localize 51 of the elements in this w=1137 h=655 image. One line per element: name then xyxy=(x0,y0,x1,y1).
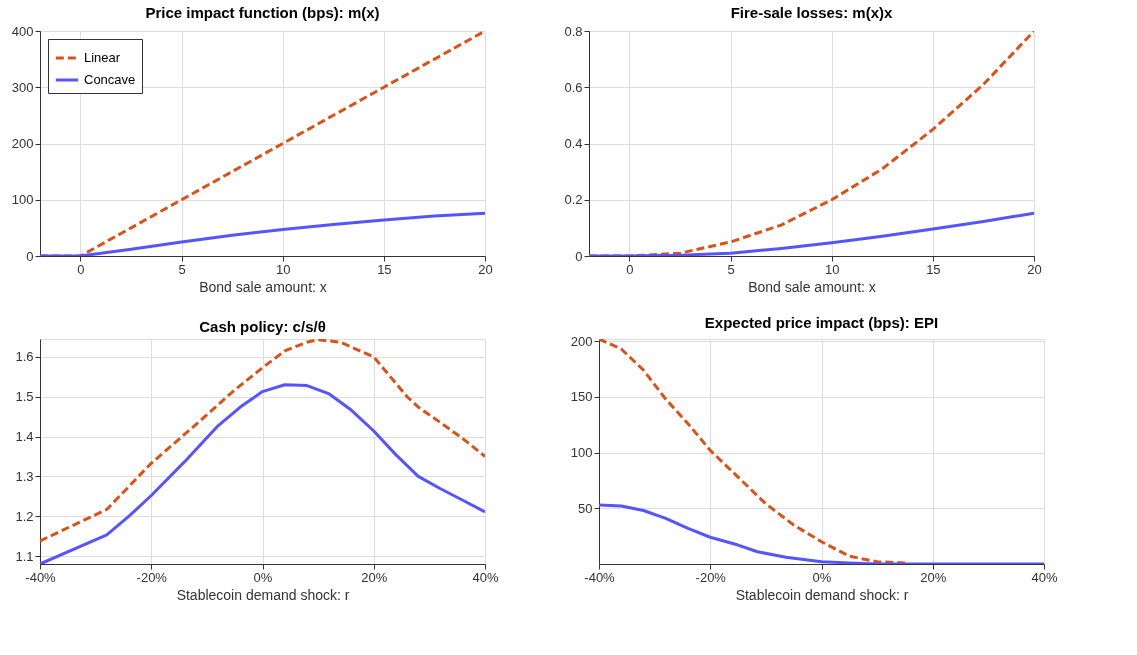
chart-title: Cash policy: c/s/θ xyxy=(199,318,326,335)
x-tick-label: 20% xyxy=(361,569,388,585)
y-tick-label: 0.4 xyxy=(564,136,583,151)
y-tick-label: 1.1 xyxy=(15,548,34,564)
y-tick-label: 150 xyxy=(570,389,593,405)
x-tick-label: 0% xyxy=(253,569,273,585)
x-tick-label: 40% xyxy=(1031,569,1058,585)
y-tick-label: 100 xyxy=(11,192,34,208)
x-tick-label: 20% xyxy=(920,569,947,585)
y-tick-label: 1.5 xyxy=(15,389,34,405)
x-axis-title: Stablecoin demand shock: r xyxy=(735,586,909,603)
x-tick-label: 0 xyxy=(626,261,634,277)
x-tick-label: 15 xyxy=(377,261,392,277)
x-tick-label: -40% xyxy=(25,569,57,585)
x-tick-label: 15 xyxy=(926,261,941,277)
x-tick-label: 5 xyxy=(178,261,186,277)
x-tick-label: 40% xyxy=(472,569,499,585)
y-tick-label: 200 xyxy=(570,333,593,349)
chart-title: Fire-sale losses: m(x)x xyxy=(730,4,894,21)
x-tick-label: 0% xyxy=(812,569,832,585)
y-tick-label: 0 xyxy=(575,248,583,264)
x-tick-label: 20 xyxy=(478,261,493,277)
x-tick-label: 0 xyxy=(77,261,85,277)
x-axis-title: Stablecoin demand shock: r xyxy=(176,586,350,603)
y-tick-label: 1.6 xyxy=(15,349,34,365)
y-tick-label: 200 xyxy=(11,136,34,151)
x-tick-label: -20% xyxy=(695,569,727,585)
y-tick-label: 50 xyxy=(578,500,593,516)
x-axis-title: Bond sale amount: x xyxy=(199,278,327,295)
y-tick-label: 0 xyxy=(26,248,34,264)
chart-title: Price impact function (bps): m(x) xyxy=(145,4,380,21)
legend-label: Linear xyxy=(84,50,121,65)
y-tick-label: 400 xyxy=(11,23,34,39)
x-tick-label: 10 xyxy=(275,261,291,277)
y-tick-label: 1.3 xyxy=(15,468,34,484)
chart-title: Expected price impact (bps): EPI xyxy=(704,314,939,332)
y-tick-label: 100 xyxy=(570,445,593,461)
y-tick-label: 0.6 xyxy=(564,79,583,95)
x-tick-label: 20 xyxy=(1027,261,1042,277)
x-tick-label: 5 xyxy=(727,261,735,277)
y-tick-label: 0.8 xyxy=(564,23,583,39)
legend-label: Concave xyxy=(84,72,136,87)
x-tick-label: -20% xyxy=(136,569,168,585)
y-tick-label: 0.2 xyxy=(564,192,583,208)
y-tick-label: 1.4 xyxy=(15,429,34,445)
line-series xyxy=(40,339,485,543)
x-tick-label: 10 xyxy=(824,261,840,277)
y-tick-label: 1.2 xyxy=(15,508,34,524)
x-axis-title: Bond sale amount: x xyxy=(748,278,876,295)
y-tick-label: 300 xyxy=(11,79,34,95)
x-tick-label: -40% xyxy=(584,569,616,585)
